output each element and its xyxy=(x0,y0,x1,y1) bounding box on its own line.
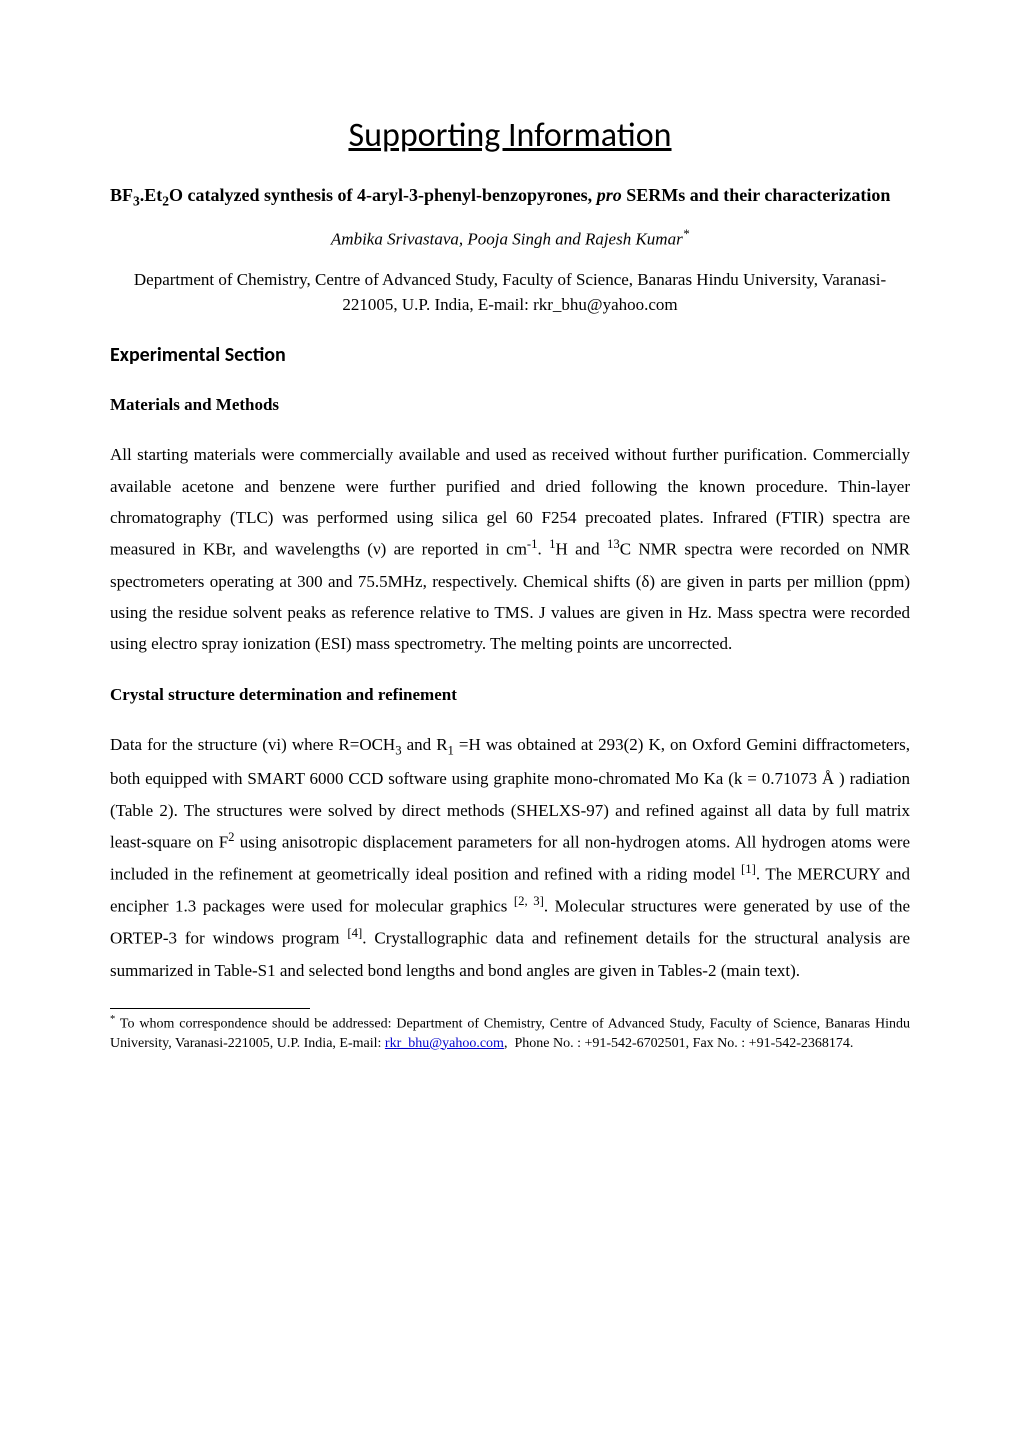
footnote-text: * To whom correspondence should be addre… xyxy=(110,1013,910,1053)
paragraph-crystal: Data for the structure (vi) where R=OCH3… xyxy=(110,729,910,986)
footnote-divider xyxy=(110,1008,310,1009)
subsection-crystal: Crystal structure determination and refi… xyxy=(110,682,910,708)
affiliation: Department of Chemistry, Centre of Advan… xyxy=(110,267,910,318)
paper-title: BF3.Et2O catalyzed synthesis of 4-aryl-3… xyxy=(110,183,910,211)
section-experimental: Experimental Section xyxy=(110,340,910,370)
authors-line: Ambika Srivastava, Pooja Singh and Rajes… xyxy=(110,225,910,252)
subsection-materials: Materials and Methods xyxy=(110,392,910,418)
paragraph-materials: All starting materials were commercially… xyxy=(110,439,910,660)
main-title: Supporting Information xyxy=(110,110,910,161)
